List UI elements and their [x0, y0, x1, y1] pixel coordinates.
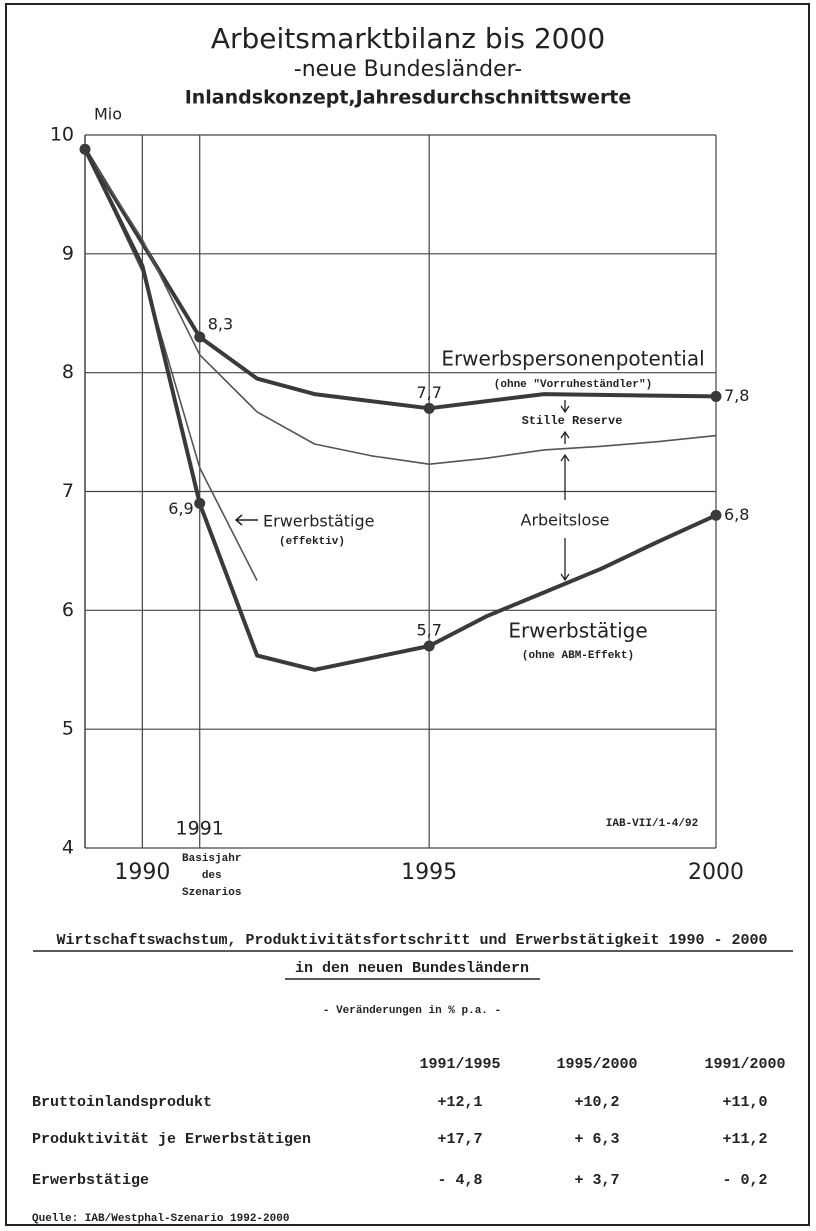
column-header: 1995/2000 — [556, 1056, 637, 1073]
arrow — [560, 400, 570, 444]
subtitle: Inlandskonzept,Jahresdurchschnittswerte — [185, 87, 632, 109]
table-subtitle: - Veränderungen in % p.a. - — [323, 1005, 501, 1017]
chart-title: Arbeitsmarktbilanz bis 2000 — [211, 22, 605, 55]
data-label: 5,7 — [416, 620, 441, 639]
y-tick-label: 5 — [62, 718, 74, 740]
y-tick-label: 8 — [62, 361, 74, 383]
arrow — [234, 514, 258, 526]
series-sublabel: (ohne "Vorruheständler") — [494, 379, 652, 391]
arrow — [560, 453, 570, 582]
cell: - 4,8 — [437, 1172, 482, 1189]
data-label: 8,3 — [208, 315, 233, 334]
point — [710, 390, 722, 402]
x-tick-label: 1991 — [176, 818, 224, 840]
data-label: 6,9 — [168, 499, 193, 518]
point — [194, 331, 206, 343]
y-tick-label: 4 — [62, 837, 74, 859]
source: Quelle: IAB/Westphal-Szenario 1992-2000 — [32, 1213, 289, 1225]
annotation: Arbeitslose — [521, 511, 610, 530]
line — [83, 148, 717, 672]
series-sublabel: (ohne ABM-Effekt) — [522, 650, 634, 662]
note: des — [202, 870, 222, 882]
border — [5, 3, 810, 1226]
x-tick-label: 1990 — [114, 860, 170, 885]
x-tick-label: 1995 — [401, 860, 457, 885]
point — [710, 509, 722, 521]
column-header: 1991/2000 — [704, 1056, 785, 1073]
point — [194, 497, 206, 509]
y-tick-label: 7 — [62, 480, 74, 502]
column-header: 1991/1995 — [419, 1056, 500, 1073]
y-unit: Mio — [94, 105, 122, 124]
series-label: Erwerbstätige — [508, 619, 647, 643]
series-label: Erwerbstätige — [263, 512, 374, 531]
y-tick-label: 10 — [50, 124, 74, 146]
row-label: Erwerbstätige — [32, 1172, 149, 1189]
point — [423, 402, 435, 414]
row-label: Produktivität je Erwerbstätigen — [32, 1131, 311, 1148]
annotation: Stille Reserve — [522, 414, 623, 428]
cell: + 6,3 — [574, 1131, 619, 1148]
cell: - 0,2 — [722, 1172, 767, 1189]
cell: +12,1 — [437, 1094, 482, 1111]
x-tick-label: 2000 — [688, 860, 744, 885]
note: Szenarios — [182, 887, 241, 899]
y-tick-label: 6 — [62, 599, 74, 621]
row-label: Bruttoinlandsprodukt — [32, 1094, 212, 1111]
cell: +17,7 — [437, 1131, 482, 1148]
line — [84, 148, 717, 465]
table-title: Wirtschaftswachstum, Produktivitätsforts… — [56, 932, 767, 949]
table-title: in den neuen Bundesländern — [295, 960, 529, 977]
series-sublabel: (effektiv) — [279, 536, 345, 548]
cell: +10,2 — [574, 1094, 619, 1111]
annotation: IAB-VII/1-4/92 — [606, 818, 698, 830]
point — [423, 640, 435, 652]
data-label: 6,8 — [724, 505, 749, 524]
cell: +11,2 — [722, 1131, 767, 1148]
data-label: 7,7 — [416, 383, 441, 402]
note: Basisjahr — [182, 853, 241, 865]
y-tick-label: 9 — [62, 242, 74, 264]
subtitle: -neue Bundesländer- — [294, 57, 522, 82]
series-label: Erwerbspersonenpotential — [441, 347, 704, 371]
cell: + 3,7 — [574, 1172, 619, 1189]
data-label: 7,8 — [724, 386, 749, 405]
cell: +11,0 — [722, 1094, 767, 1111]
